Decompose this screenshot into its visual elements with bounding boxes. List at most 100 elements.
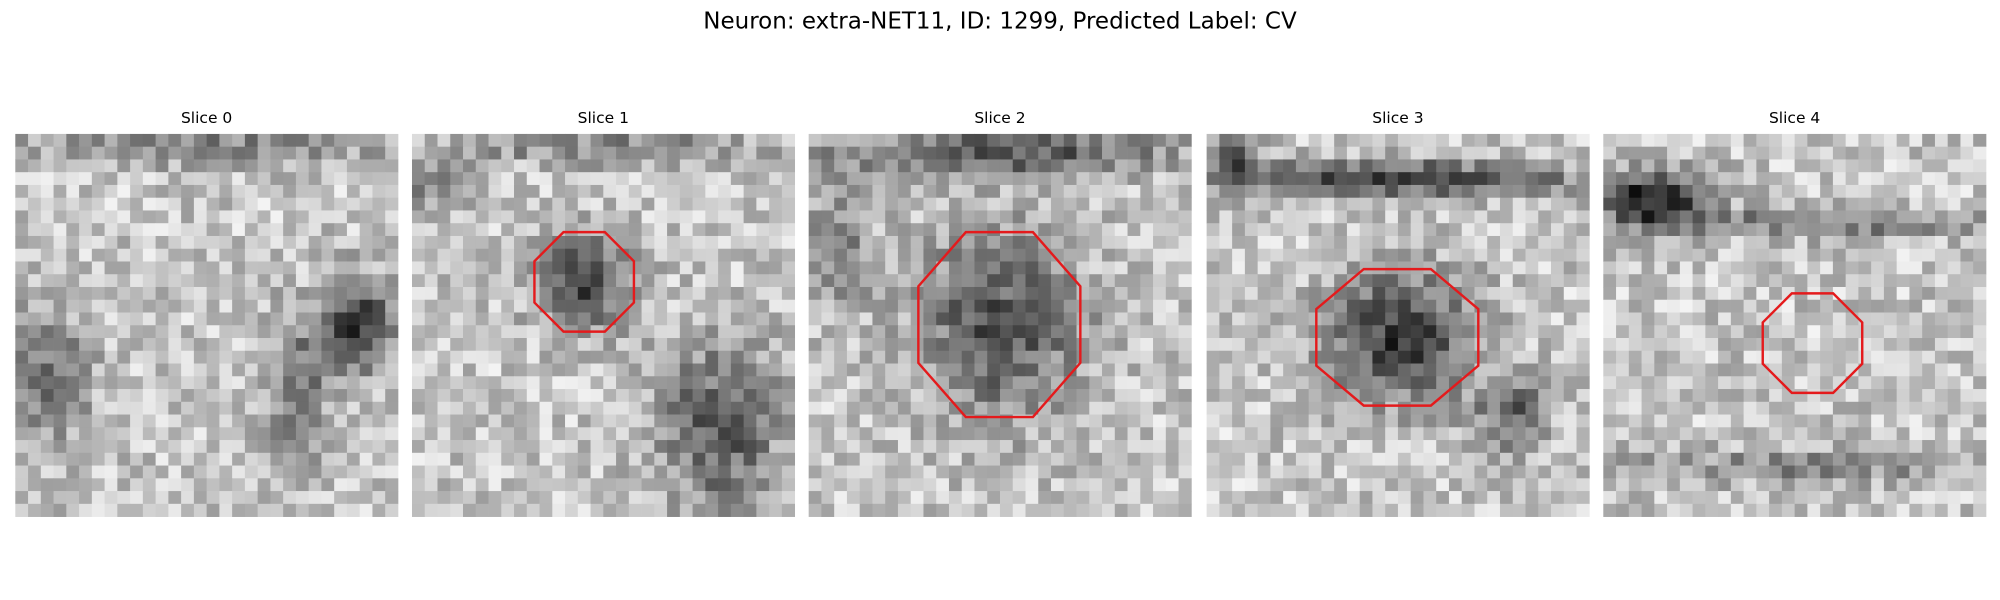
pixel — [1743, 440, 1757, 454]
pixel — [15, 414, 29, 428]
pixel — [79, 146, 93, 160]
pixel — [1641, 159, 1655, 173]
pixel — [526, 223, 540, 237]
pixel — [692, 440, 706, 454]
pixel — [1563, 325, 1577, 339]
pixel — [1219, 503, 1233, 517]
pixel — [1025, 261, 1039, 275]
pixel — [1334, 223, 1348, 237]
pixel — [1165, 210, 1179, 224]
pixel — [1153, 401, 1167, 415]
pixel — [1538, 159, 1552, 173]
pixel — [1127, 184, 1141, 199]
pixel — [168, 223, 182, 237]
pixel — [526, 159, 540, 173]
pixel — [1089, 261, 1103, 275]
pixel — [385, 172, 399, 186]
pixel — [705, 299, 719, 313]
pixel — [1076, 235, 1090, 250]
pixel — [193, 389, 208, 403]
pixel — [463, 376, 477, 390]
pixel — [1410, 299, 1424, 313]
pixel — [1743, 427, 1757, 441]
pixel — [1461, 274, 1475, 288]
pixel — [834, 235, 848, 250]
pixel — [1973, 210, 1987, 224]
pixel — [1397, 235, 1412, 250]
pixel — [948, 414, 963, 428]
pixel — [1871, 274, 1885, 288]
pixel — [1436, 325, 1450, 339]
pixel — [1461, 338, 1475, 352]
pixel — [1628, 184, 1642, 199]
pixel — [308, 478, 322, 492]
pixel — [1807, 184, 1821, 199]
pixel — [117, 274, 131, 288]
pixel — [1063, 452, 1077, 466]
pixel — [897, 159, 912, 173]
pixel — [1165, 427, 1179, 441]
pixel — [1909, 363, 1923, 377]
pixel — [1947, 210, 1961, 224]
pixel — [66, 197, 80, 211]
pixel — [1448, 427, 1463, 441]
pixel — [463, 363, 477, 377]
pixel — [1538, 133, 1552, 148]
pixel — [1896, 338, 1910, 352]
pixel — [142, 427, 156, 441]
pixel — [936, 197, 950, 211]
pixel — [1820, 261, 1834, 275]
pixel — [885, 401, 899, 415]
pixel — [756, 478, 770, 492]
pixel — [1334, 414, 1348, 428]
pixel — [1283, 465, 1297, 479]
pixel — [1334, 503, 1348, 517]
pixel — [1474, 261, 1488, 275]
pixel — [385, 389, 399, 403]
pixel — [948, 401, 963, 415]
pixel — [616, 478, 630, 492]
pixel — [321, 299, 335, 313]
pixel — [1947, 235, 1961, 250]
pixel — [1474, 363, 1488, 377]
pixel — [1321, 146, 1335, 160]
pixel — [872, 197, 886, 211]
pixel — [53, 389, 67, 403]
pixel — [730, 146, 744, 160]
pixel — [987, 133, 1001, 148]
pixel — [1397, 312, 1412, 326]
pixel — [1820, 452, 1834, 466]
pixel — [244, 146, 259, 160]
pixel — [1576, 478, 1590, 492]
pixel — [1756, 389, 1770, 403]
pixel — [1667, 325, 1681, 339]
pixel — [1883, 376, 1898, 390]
pixel — [1512, 235, 1526, 250]
pixel — [1705, 363, 1719, 377]
pixel — [769, 376, 783, 390]
pixel — [308, 223, 322, 237]
pixel — [628, 376, 642, 390]
pixel — [1487, 235, 1501, 250]
pixel — [295, 197, 310, 211]
pixel — [577, 363, 591, 377]
pixel — [565, 338, 579, 352]
pixel — [1934, 286, 1949, 301]
pixel — [1934, 312, 1949, 326]
pixel — [1436, 299, 1450, 313]
pixel — [270, 312, 284, 326]
pixel — [450, 465, 464, 479]
pixel — [1283, 440, 1297, 454]
pixel — [1114, 172, 1128, 186]
pixel — [1679, 376, 1693, 390]
pixel — [923, 312, 937, 326]
pixel — [1525, 197, 1539, 211]
pixel — [53, 146, 67, 160]
pixel — [1667, 440, 1681, 454]
pixel — [590, 286, 604, 301]
pixel — [1756, 414, 1770, 428]
pixel — [1756, 299, 1770, 313]
pixel — [679, 172, 693, 186]
pixel — [155, 223, 169, 237]
pixel — [910, 452, 924, 466]
